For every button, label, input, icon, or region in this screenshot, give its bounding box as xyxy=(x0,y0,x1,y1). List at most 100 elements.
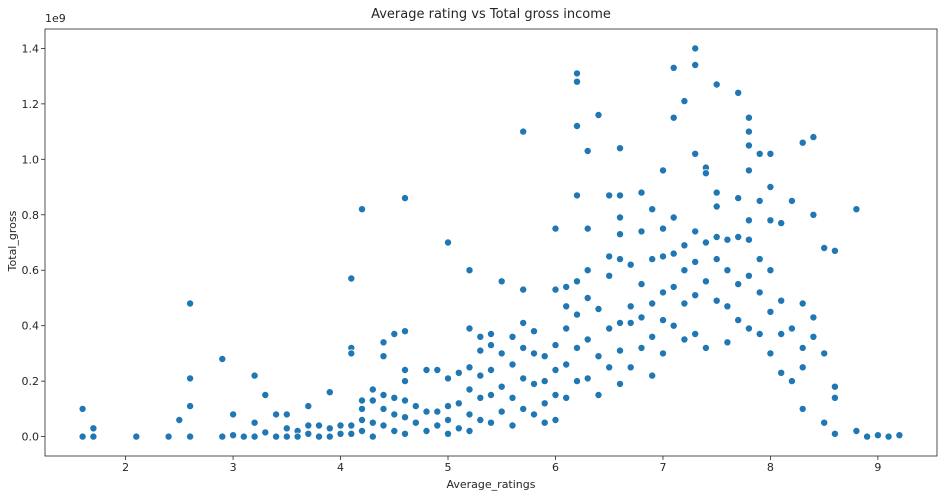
scatter-point xyxy=(787,324,796,333)
scatter-point xyxy=(616,144,625,153)
scatter-point xyxy=(723,235,732,244)
scatter-point xyxy=(314,432,323,441)
scatter-point xyxy=(186,299,195,308)
scatter-point xyxy=(390,426,399,435)
scatter-point xyxy=(218,354,227,363)
scatter-point xyxy=(830,393,839,402)
scatter-point xyxy=(508,360,517,369)
y-tick-label: 0.0 xyxy=(22,431,40,444)
scatter-point xyxy=(744,235,753,244)
scatter-point xyxy=(659,349,668,358)
scatter-point xyxy=(325,388,334,397)
scatter-point xyxy=(637,313,646,322)
scatter-point xyxy=(766,266,775,275)
scatter-point xyxy=(659,316,668,325)
scatter-point xyxy=(594,390,603,399)
scatter-point xyxy=(400,413,409,422)
scatter-point xyxy=(218,432,227,441)
scatter-point xyxy=(508,421,517,430)
scatter-point xyxy=(680,241,689,250)
scatter-point xyxy=(239,432,248,441)
scatter-point xyxy=(411,418,420,427)
scatter-point xyxy=(680,335,689,344)
scatter-point xyxy=(519,285,528,294)
y-axis-label: Total_gross xyxy=(6,210,19,272)
scatter-point xyxy=(809,133,818,142)
scatter-point xyxy=(605,252,614,261)
scatter-point xyxy=(400,194,409,203)
scatter-point xyxy=(573,122,582,131)
scatter-point xyxy=(895,431,904,440)
scatter-point xyxy=(229,431,238,440)
scatter-point xyxy=(755,288,764,297)
scatter-point xyxy=(583,374,592,383)
scatter-point xyxy=(186,432,195,441)
scatter-point xyxy=(637,280,646,289)
scatter-point xyxy=(594,304,603,313)
scatter-point xyxy=(186,374,195,383)
scatter-point xyxy=(551,390,560,399)
scatter-point xyxy=(400,365,409,374)
scatter-point xyxy=(884,432,893,441)
scatter-point xyxy=(755,329,764,338)
x-tick-label: 6 xyxy=(552,461,559,474)
scatter-point xyxy=(562,393,571,402)
scatter-point xyxy=(723,302,732,311)
scatter-point xyxy=(691,329,700,338)
scatter-point xyxy=(777,219,786,228)
x-tick-label: 2 xyxy=(122,461,129,474)
scatter-point xyxy=(777,329,786,338)
scatter-point xyxy=(357,205,366,214)
scatter-point xyxy=(497,277,506,286)
scatter-point xyxy=(293,432,302,441)
scatter-point xyxy=(616,379,625,388)
scatter-point xyxy=(691,44,700,53)
y-tick-label: 0.4 xyxy=(22,320,40,333)
scatter-point xyxy=(400,396,409,405)
scatter-point xyxy=(648,371,657,380)
scatter-point xyxy=(551,224,560,233)
scatter-point xyxy=(830,429,839,438)
y-tick-label: 0.2 xyxy=(22,375,40,388)
scatter-point xyxy=(551,365,560,374)
scatter-point xyxy=(347,429,356,438)
scatter-point xyxy=(368,432,377,441)
scatter-point xyxy=(755,196,764,205)
x-tick-label: 9 xyxy=(874,461,881,474)
scatter-point xyxy=(282,432,291,441)
scatter-point xyxy=(820,418,829,427)
scatter-point xyxy=(325,432,334,441)
scatter-point xyxy=(282,410,291,419)
scatter-point xyxy=(873,431,882,440)
scatter-point xyxy=(777,368,786,377)
scatter-point xyxy=(530,410,539,419)
scatter-point xyxy=(443,402,452,411)
scatter-point xyxy=(605,271,614,280)
scatter-point xyxy=(400,327,409,336)
scatter-point xyxy=(852,426,861,435)
scatter-point xyxy=(89,432,98,441)
scatter-point xyxy=(669,213,678,222)
scatter-point xyxy=(573,69,582,78)
scatter-point xyxy=(626,363,635,372)
scatter-point xyxy=(336,429,345,438)
y-tick-label: 0.6 xyxy=(22,264,40,277)
scatter-point xyxy=(659,224,668,233)
scatter-point xyxy=(680,97,689,106)
scatter-point xyxy=(659,166,668,175)
scatter-point xyxy=(551,285,560,294)
scatter-point xyxy=(787,196,796,205)
scatter-point xyxy=(583,266,592,275)
scatter-point xyxy=(669,282,678,291)
scatter-point xyxy=(530,327,539,336)
scatter-point xyxy=(433,421,442,430)
scatter-point xyxy=(616,346,625,355)
scatter-point xyxy=(357,426,366,435)
scatter-point xyxy=(250,432,259,441)
scatter-point xyxy=(175,415,184,424)
y-tick-label: 1.0 xyxy=(22,153,40,166)
scatter-point xyxy=(486,341,495,350)
scatter-point xyxy=(347,349,356,358)
scatter-point xyxy=(766,216,775,225)
scatter-point xyxy=(454,399,463,408)
